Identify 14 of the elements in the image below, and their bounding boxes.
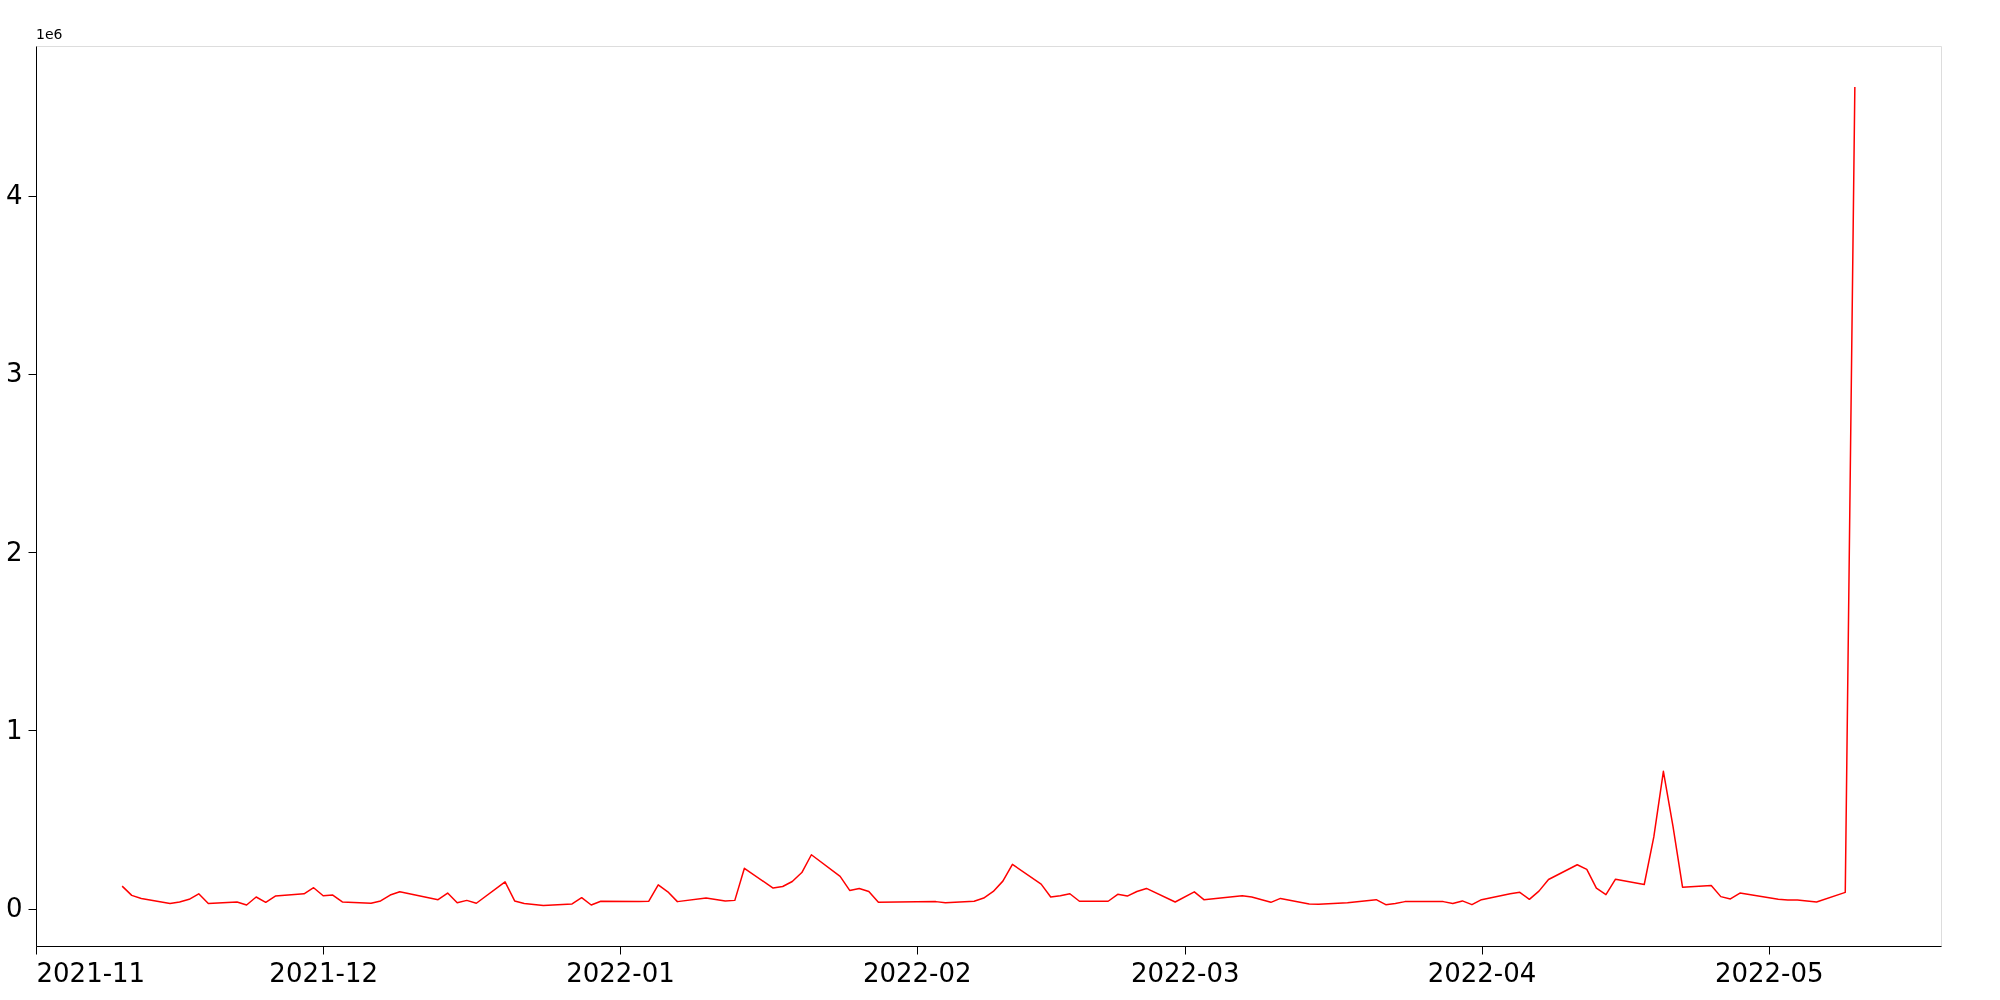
- x-tick-label: 2022-05: [1714, 957, 1824, 988]
- x-tick-label: 2022-04: [1427, 957, 1537, 988]
- x-tick-label: 2021-12: [269, 957, 379, 988]
- text: 1e6: [36, 26, 63, 42]
- x-tick-label: 2022-01: [566, 957, 675, 988]
- x-tick-label: 2021-11: [36, 957, 146, 988]
- x-tick-label: 2022-03: [1130, 957, 1240, 988]
- y-tick-label: 3: [5, 358, 23, 389]
- y-tick-label: 2: [5, 536, 23, 567]
- y-tick-label: 1: [5, 714, 23, 745]
- line-series: [121, 86, 1856, 907]
- x-tick-label: 2022-02: [862, 957, 972, 988]
- y-tick-label: 0: [5, 893, 23, 924]
- y-tick-label: 4: [5, 180, 23, 211]
